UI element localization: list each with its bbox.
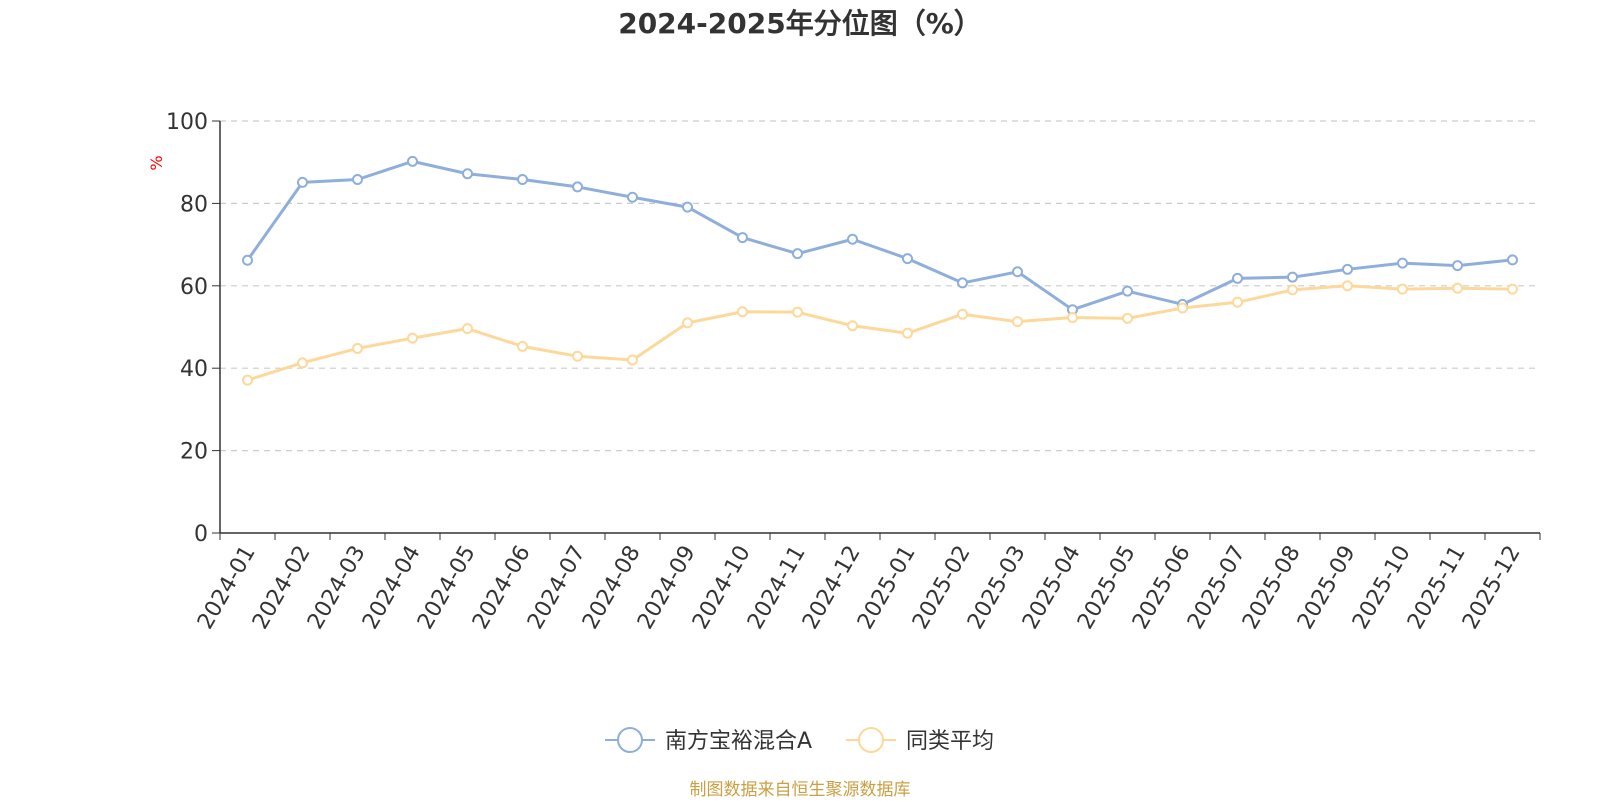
y-axis-unit-label: % — [147, 155, 166, 170]
data-point[interactable] — [1122, 312, 1133, 324]
series-2 — [242, 280, 1518, 386]
data-point[interactable] — [242, 374, 253, 386]
data-point[interactable] — [1287, 271, 1298, 283]
chart-title: 2024-2025年分位图（%） — [618, 7, 982, 40]
y-tick-label: 60 — [180, 275, 208, 300]
legend-item-1[interactable]: 南方宝裕混合A — [605, 727, 812, 754]
data-point[interactable] — [352, 174, 363, 186]
data-point[interactable] — [682, 201, 693, 213]
data-point[interactable] — [1012, 316, 1023, 328]
y-tick-label: 20 — [180, 440, 208, 465]
series-1 — [242, 155, 1518, 316]
data-point[interactable] — [902, 327, 913, 339]
data-point[interactable] — [1232, 272, 1243, 284]
data-point[interactable] — [517, 340, 528, 352]
data-point[interactable] — [572, 181, 583, 193]
data-point[interactable] — [682, 317, 693, 329]
data-point[interactable] — [242, 254, 253, 266]
y-tick-label: 0 — [194, 522, 208, 547]
data-point[interactable] — [957, 277, 968, 289]
data-point[interactable] — [517, 174, 528, 186]
data-point[interactable] — [1342, 263, 1353, 275]
data-point[interactable] — [407, 332, 418, 344]
data-point[interactable] — [462, 323, 473, 335]
data-point[interactable] — [407, 155, 418, 167]
data-point[interactable] — [1012, 266, 1023, 278]
data-point[interactable] — [902, 253, 913, 265]
data-point[interactable] — [297, 357, 308, 369]
data-point[interactable] — [1122, 285, 1133, 297]
grid-lines — [220, 120, 1540, 452]
data-point[interactable] — [627, 354, 638, 366]
legend-label: 同类平均 — [906, 729, 994, 754]
data-point[interactable] — [1067, 312, 1078, 324]
y-tick-label: 80 — [180, 192, 208, 217]
data-point[interactable] — [737, 306, 748, 318]
data-point[interactable] — [957, 308, 968, 320]
data-point[interactable] — [1397, 283, 1408, 295]
data-point[interactable] — [847, 233, 858, 245]
data-point[interactable] — [1177, 302, 1188, 314]
data-point[interactable] — [1452, 282, 1463, 294]
series-lines — [242, 155, 1518, 386]
legend-label: 南方宝裕混合A — [665, 729, 812, 754]
data-point[interactable] — [847, 320, 858, 332]
axes: 0204060801002024-012024-022024-032024-04… — [166, 110, 1541, 634]
y-tick-label: 40 — [180, 357, 208, 382]
data-point[interactable] — [572, 350, 583, 362]
data-point[interactable] — [1507, 283, 1518, 295]
legend-marker — [858, 727, 884, 753]
legend-item-2[interactable]: 同类平均 — [846, 727, 994, 754]
data-point[interactable] — [1232, 296, 1243, 308]
series-line — [247, 284, 1513, 382]
data-point[interactable] — [462, 168, 473, 180]
data-point[interactable] — [1507, 254, 1518, 266]
data-point[interactable] — [1287, 284, 1298, 296]
data-point[interactable] — [737, 232, 748, 244]
legend-marker — [617, 727, 643, 753]
data-point[interactable] — [297, 176, 308, 188]
data-point[interactable] — [352, 342, 363, 354]
data-point[interactable] — [627, 191, 638, 203]
data-point[interactable] — [1452, 260, 1463, 272]
y-tick-label: 100 — [166, 110, 208, 135]
source-note: 制图数据来自恒生聚源数据库 — [690, 780, 911, 800]
series-line — [246, 159, 1513, 312]
data-point[interactable] — [1397, 257, 1408, 269]
data-point[interactable] — [1342, 280, 1353, 292]
legend[interactable]: 南方宝裕混合A 同类平均 — [605, 727, 994, 754]
data-point[interactable] — [792, 248, 803, 260]
data-point[interactable] — [792, 306, 803, 318]
